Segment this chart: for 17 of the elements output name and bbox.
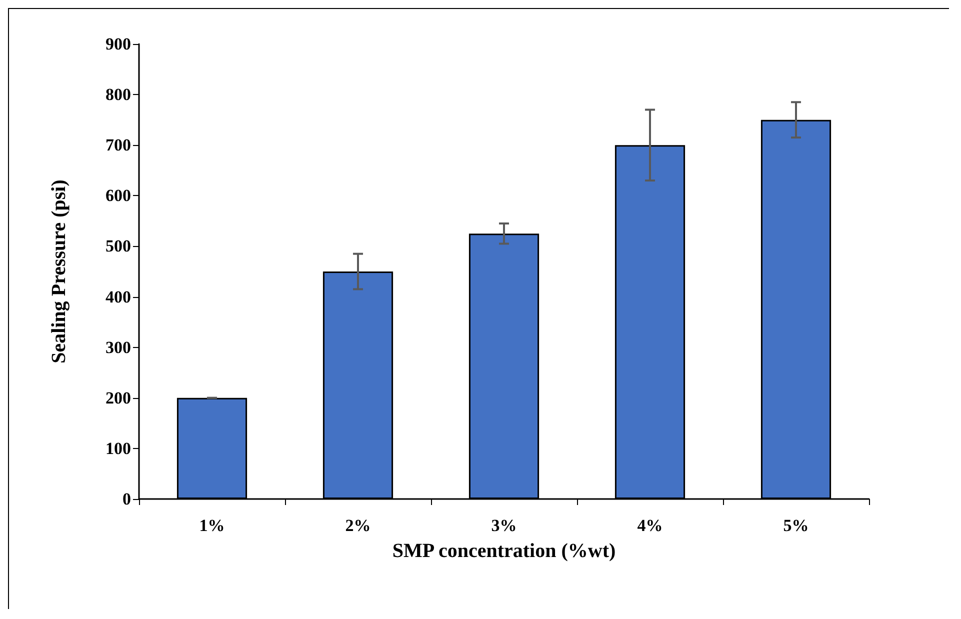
- x-tick-label: 1%: [199, 516, 225, 535]
- y-tick-label: 900: [106, 34, 131, 54]
- x-tick-label: 2%: [345, 516, 371, 535]
- x-tick-label: 5%: [783, 516, 809, 535]
- y-tick-label: 500: [106, 236, 131, 256]
- x-tick-label: 4%: [637, 516, 663, 535]
- y-tick-label: 300: [106, 338, 131, 357]
- y-tick-label: 0: [122, 490, 131, 508]
- y-tick-label: 100: [106, 438, 131, 458]
- y-tick-label: 800: [106, 85, 131, 104]
- y-axis-title: Sealing Pressure (psi): [48, 180, 70, 364]
- x-axis-title: SMP concentration (%wt): [392, 540, 616, 562]
- x-tick-label: 3%: [491, 516, 517, 535]
- y-tick-label: 700: [106, 136, 131, 155]
- y-tick-label: 200: [106, 388, 131, 408]
- y-tick-label: 600: [106, 186, 131, 206]
- y-tick-label: 400: [106, 287, 131, 306]
